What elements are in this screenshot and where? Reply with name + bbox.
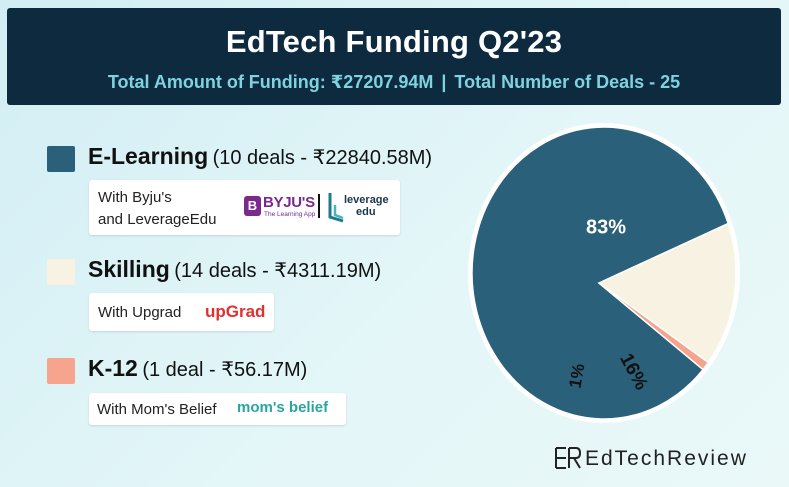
legend-swatch-skilling <box>47 259 75 285</box>
card-text-line-1: With Mom's Belief <box>97 401 217 418</box>
edtechreview-logo-icon <box>555 447 581 469</box>
total-funding-text: Total Amount of Funding: ₹27207.94M <box>107 72 434 92</box>
leverage-mark-icon <box>328 193 344 223</box>
legend-name: Skilling <box>88 256 170 282</box>
card-text-line-2: and LeverageEdu <box>98 211 217 228</box>
byjus-logo-text: BYJU'S <box>263 194 315 211</box>
slice-skilling <box>597 222 737 364</box>
legend-detail: (10 deals - ₹22840.58M) <box>212 147 433 169</box>
logo-divider <box>318 194 320 218</box>
slice-label-elearning: 83% <box>586 216 626 238</box>
pie-chart: 83% 16% 1% <box>466 122 742 424</box>
card-skilling: With Upgrad upGrad <box>89 293 274 331</box>
leverage-logo-text: leverage <box>344 194 389 206</box>
chart-subtitle: Total Amount of Funding: ₹27207.94M | Tota… <box>7 72 781 93</box>
slice-label-k12: 1% <box>566 362 589 390</box>
legend-swatch-k12 <box>47 358 75 384</box>
legend-label-skilling: Skilling (14 deals - ₹4311.19M) <box>88 256 381 283</box>
legend-label-elearning: E-Learning (10 deals - ₹22840.58M) <box>88 143 432 170</box>
pie-chart-svg: 83%16%1% <box>468 123 740 423</box>
card-text-line-1: With Upgrad <box>98 304 182 321</box>
subtitle-separator: | <box>441 72 447 92</box>
total-deals-text: Total Number of Deals - 25 <box>454 72 681 92</box>
leverageedu-logo: leverage edu <box>327 191 391 225</box>
chart-title: EdTech Funding Q2'23 <box>225 24 563 59</box>
header-banner: EdTech Funding Q2'23 Total Amount of Fun… <box>7 8 781 105</box>
card-text-line-1: With Byju's <box>98 189 172 206</box>
upgrad-logo: upGrad <box>205 302 266 321</box>
legend-detail: (1 deal - ₹56.17M) <box>142 359 308 381</box>
brand-name: EdTechReview <box>585 447 748 470</box>
momsbelief-logo: mom's belief <box>237 399 329 416</box>
byjus-logo: B BYJU'S The Learning App <box>244 194 316 222</box>
legend-swatch-elearning <box>47 146 75 172</box>
slice-k12 <box>598 282 710 371</box>
card-elearning: With Byju's and LeverageEdu B BYJU'S The… <box>89 180 400 235</box>
card-k12: With Mom's Belief mom's belief <box>89 393 346 425</box>
legend-name: K-12 <box>88 355 138 381</box>
byjus-tagline: The Learning App <box>264 211 316 218</box>
legend-detail: (14 deals - ₹4311.19M) <box>174 260 382 282</box>
leverage-edu-text: edu <box>356 206 376 218</box>
slice-elearning <box>471 126 730 420</box>
legend-name: E-Learning <box>88 143 209 169</box>
legend-label-k12: K-12 (1 deal - ₹56.17M) <box>88 355 307 382</box>
